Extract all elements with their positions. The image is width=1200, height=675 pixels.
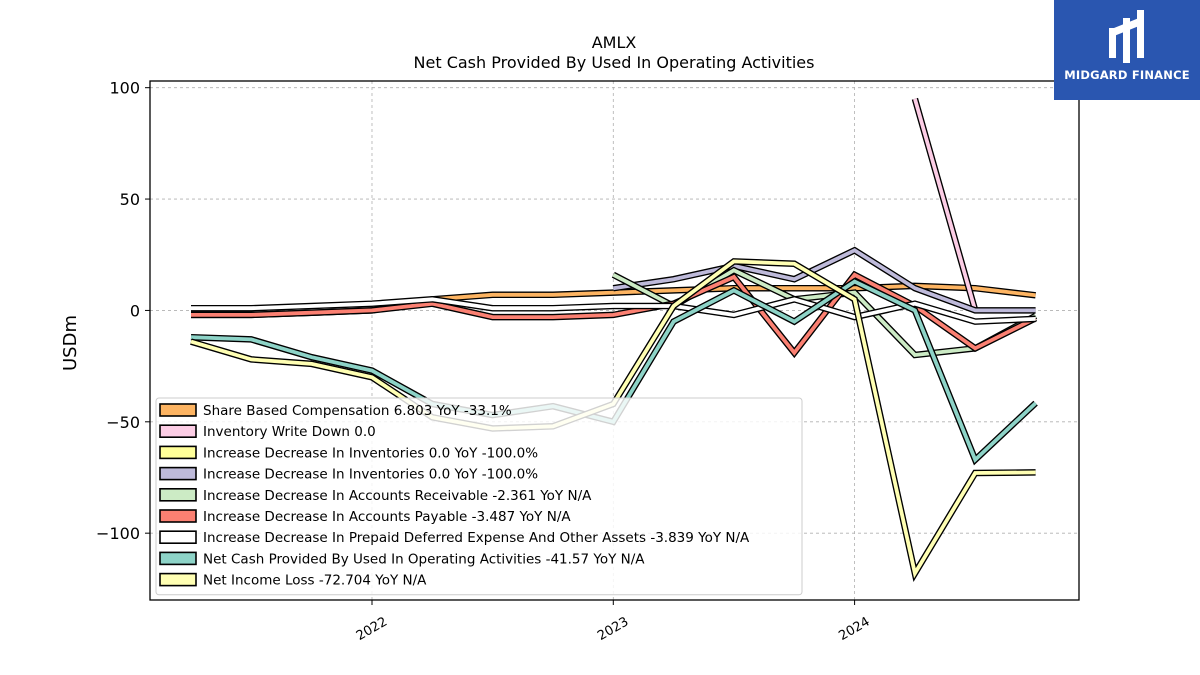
legend-swatch xyxy=(159,403,197,417)
legend: Share Based Compensation 6.803 YoY -33.1… xyxy=(155,397,803,596)
y-tick-label: 100 xyxy=(109,79,140,98)
legend-label: Increase Decrease In Accounts Payable -3… xyxy=(203,509,571,525)
x-tick-label: 2024 xyxy=(836,614,872,644)
brand-mark-icon xyxy=(1109,10,1144,63)
legend-label: Inventory Write Down 0.0 xyxy=(203,424,376,440)
series-line-6 xyxy=(191,295,1036,325)
chart-title: AMLX xyxy=(592,33,637,52)
series-line-1 xyxy=(911,97,979,312)
legend-swatch xyxy=(159,466,197,481)
brand-name: MIDGARD FINANCE xyxy=(1064,68,1190,82)
legend-label: Net Income Loss -72.704 YoY N/A xyxy=(203,573,427,589)
legend-swatch xyxy=(159,509,197,523)
plot-frame xyxy=(149,80,1080,601)
legend-label: Increase Decrease In Accounts Receivable… xyxy=(203,488,592,504)
y-tick-label: −100 xyxy=(96,524,140,543)
legend-label: Increase Decrease In Prepaid Deferred Ex… xyxy=(203,530,750,546)
brand-logo: MIDGARD FINANCE xyxy=(1054,0,1200,100)
series-stroke xyxy=(191,272,1037,356)
series-line-3 xyxy=(612,246,1036,314)
legend-swatch xyxy=(159,424,197,439)
chart-subtitle: Net Cash Provided By Used In Operating A… xyxy=(414,53,815,72)
legend-swatch xyxy=(159,487,197,502)
series-stroke xyxy=(613,248,1036,313)
y-tick-label: −50 xyxy=(106,413,140,432)
x-tick-label: 2022 xyxy=(354,614,390,644)
legend-swatch xyxy=(159,572,197,587)
y-axis-label: USDm xyxy=(60,315,81,371)
legend-swatch xyxy=(159,551,197,566)
series-line-5 xyxy=(191,270,1038,359)
legend-label: Net Cash Provided By Used In Operating A… xyxy=(203,551,645,567)
legend-label: Increase Decrease In Inventories 0.0 YoY… xyxy=(203,445,538,461)
legend-swatch xyxy=(159,445,197,460)
series-stroke xyxy=(913,98,978,311)
x-tick-label: 2023 xyxy=(595,614,631,644)
legend-label: Share Based Compensation 6.803 YoY -33.1… xyxy=(203,403,512,419)
legend-label: Increase Decrease In Inventories 0.0 YoY… xyxy=(203,467,538,483)
series-stroke xyxy=(191,297,1036,324)
legend-box xyxy=(155,397,803,596)
y-tick-label: 0 xyxy=(130,301,140,320)
legend-swatch xyxy=(159,530,197,545)
y-tick-label: 50 xyxy=(120,190,140,209)
